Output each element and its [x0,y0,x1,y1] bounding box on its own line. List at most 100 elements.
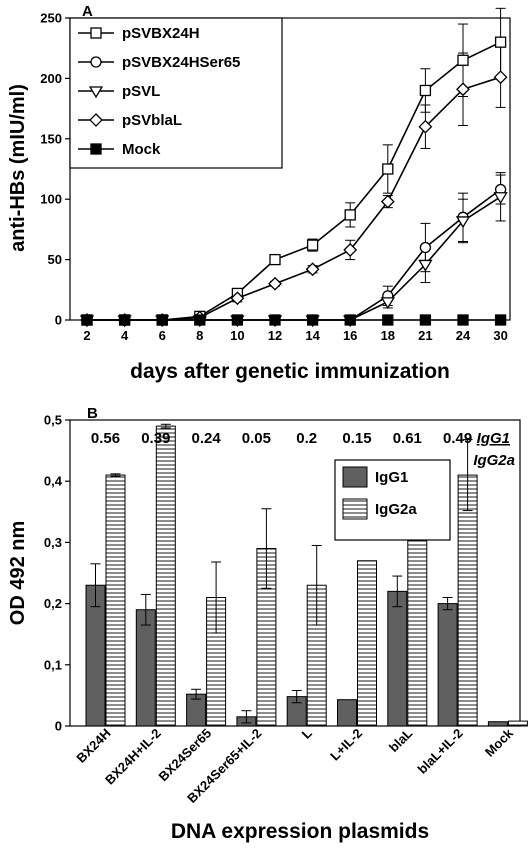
point-psvblal [268,276,282,291]
y-tick-label: 0,1 [44,657,62,672]
panel-b: B 00,10,20,30,40,5 0.56 0.39 0.24 0.05 0.2 0.… [7,405,528,843]
point-mock [344,314,356,326]
legend-label-psvbx24hser65: pSVBX24HSer65 [122,54,240,71]
panel-a-legend-entries: pSVBX24H pSVBX24HSer65 pSVL pSVblaL Mock [78,25,240,158]
x-tick-label: 2 [83,328,90,343]
point-mock [382,314,394,326]
error-bar-igg2a [160,423,171,429]
bar-igg1-bx24h-il-2 [135,609,156,727]
panel-a-legend-box [69,17,283,169]
point-psvl [455,216,471,229]
y-tick-label: 0,5 [44,413,62,428]
panel-b-ratio-label-bottom: IgG2a [473,452,515,469]
legend-marker-psvl [88,86,104,99]
x-tick-label: 6 [159,328,166,343]
error-bar-igg1 [191,688,202,700]
category-label-l-il-2: L+IL-2 [327,726,365,764]
panel-a-points [79,36,508,328]
y-tick-label: 150 [40,131,62,146]
legend-label-psvbx24h: pSVBX24H [122,25,200,42]
panel-a-y-axis-title: anti-HBs (mIU/ml) [7,84,29,252]
panel-a-legend: pSVBX24H pSVBX24HSer65 pSVL pSVblaL Mock [69,17,283,169]
ratio-value: 0.39 [141,430,170,447]
point-mock [81,314,93,326]
point-psvbx24h [419,84,432,97]
y-tick-label: 200 [40,71,62,86]
point-mock [156,314,168,326]
ratio-value: 0.15 [342,430,371,447]
y-tick-label: 100 [40,192,62,207]
point-psvl [493,192,508,205]
legend-label-psvl: pSVL [122,83,160,100]
point-psvblal [343,243,358,257]
error-bar-igg1 [241,710,252,724]
panel-a-x-axis-title: days after genetic immunization [130,360,450,383]
legend-marker-psvbx24hser65 [90,56,102,68]
legend-swatch-igg1 [342,466,368,488]
bar-igg2a-blal-il-2 [457,474,478,727]
bar-igg2a-bx24h [105,474,126,727]
bar-igg2a-bx24h-il-2 [155,425,176,727]
y-tick-label: 50 [48,252,62,267]
point-psvbx24h [306,239,319,251]
legend-label-igg1: IgG1 [375,469,408,486]
point-psvbx24h [344,209,356,221]
bar-igg1-l-il-2 [337,699,357,727]
x-tick-label: 18 [381,328,395,343]
panel-a-x-ticks: 2 4 6 8 10 12 14 16 18 21 24 30 [83,320,508,343]
legend-label-psvblal: pSVblaL [122,112,182,129]
ratio-value: 0.24 [191,430,221,447]
error-bar-igg2a [311,544,322,626]
category-label-mock: Mock [482,725,517,760]
bar-igg2a-l-il-2 [357,560,377,727]
y-tick-label: 0,2 [44,596,62,611]
panel-b-ratio-values: 0.56 0.39 0.24 0.05 0.2 0.15 0.61 0.49 [91,430,472,447]
point-psvblal [456,82,470,97]
point-psvblal [305,262,320,277]
category-label-blal: blaL [386,725,416,755]
panel-b-legend: IgG1 IgG2a [334,459,451,541]
point-psvbx24h [494,36,507,48]
series-line-psvbx24hser65 [87,188,502,321]
point-psvbx24h [457,54,469,66]
point-psvblal [380,194,395,209]
bar-igg1-blal [387,590,408,727]
error-bar-igg1 [442,596,453,611]
x-tick-label: 16 [343,328,357,343]
panel-b-ratio-label-top: IgG1 [477,430,510,447]
error-bar-igg1 [291,690,302,704]
y-tick-label: 0,3 [44,535,62,550]
x-tick-label: 14 [305,328,320,343]
error-bar-igg2a [110,473,121,477]
point-mock [118,314,131,326]
y-tick-label: 0 [55,313,62,328]
legend-marker-psvblal [89,113,103,127]
ratio-value: 0.05 [242,430,271,447]
point-mock [194,314,206,326]
error-bar-igg2a [211,561,222,634]
panel-a-label: A [82,3,93,20]
x-tick-label: 30 [493,328,507,343]
x-tick-label: 4 [121,328,129,343]
panel-b-label: B [87,405,98,422]
point-psvbx24hser65 [419,241,432,254]
point-psvbx24h [382,163,394,175]
error-bar-igg1 [90,563,101,608]
x-tick-label: 8 [196,328,203,343]
point-mock [494,314,507,326]
point-mock [457,314,469,326]
y-tick-label: 250 [40,11,62,26]
legend-label-igg2a: IgG2a [375,501,417,518]
panel-b-x-axis-title: DNA expression plasmids [171,820,429,843]
panel-a-y-ticks: 0 50 100 150 200 250 [40,11,70,328]
y-tick-label: 0,4 [44,474,63,489]
bar-igg1-blal-il-2 [437,603,458,727]
category-label-l: L [299,725,315,741]
error-bar-igg2a [462,439,473,512]
point-psvl [418,259,433,272]
panel-b-legend-entries: IgG1 IgG2a [342,466,417,520]
legend-marker-mock [90,143,102,155]
point-mock [231,314,244,326]
point-psvbx24h [269,253,281,266]
